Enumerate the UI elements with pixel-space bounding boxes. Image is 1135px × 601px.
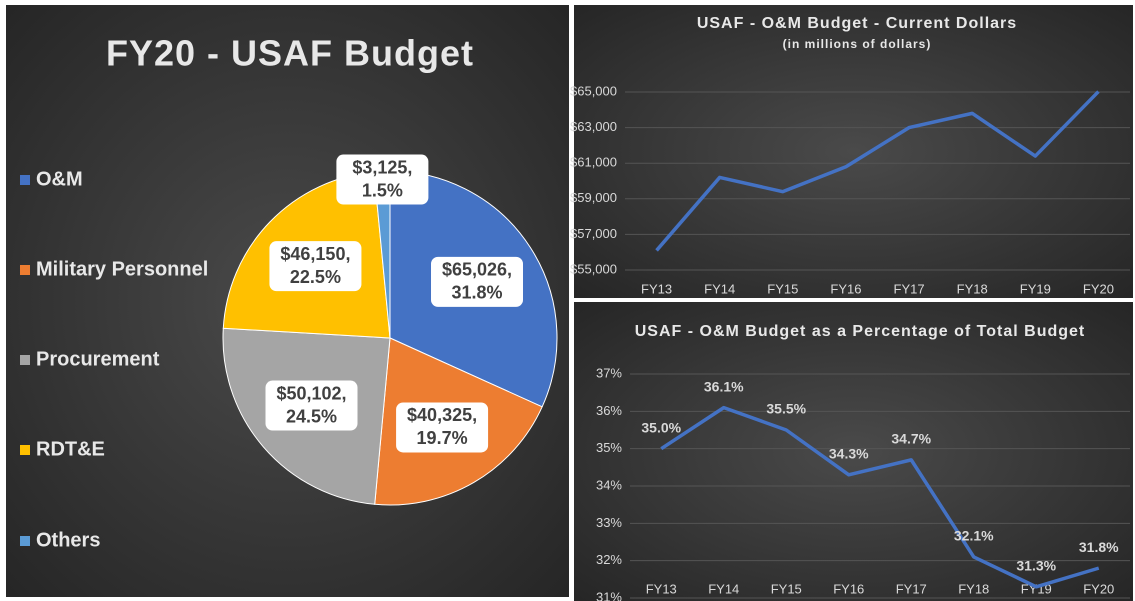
data-label: 31.3% [1016,558,1056,574]
label-box [269,241,362,292]
y-tick-label: $57,000 [570,226,617,241]
value-label: $50,102, [276,383,346,403]
data-label: 35.5% [766,401,806,417]
x-tick-label: FY13 [641,281,672,296]
x-tick-label: FY14 [704,281,735,296]
legend-swatch [20,265,30,275]
legend-label: O&M [36,168,83,190]
y-tick-label: 35% [596,440,622,455]
line-panel-bottom [574,302,1133,601]
value-label: $40,325, [407,405,477,425]
percent-label: 1.5% [362,180,403,200]
y-tick-label: 34% [596,477,622,492]
legend-swatch [20,355,30,365]
x-tick-label: FY18 [958,581,989,596]
y-tick-label: $55,000 [570,261,617,276]
y-tick-label: $65,000 [570,83,617,98]
x-tick-label: FY15 [767,281,798,296]
x-tick-label: FY20 [1083,281,1114,296]
x-tick-label: FY13 [646,581,677,596]
y-tick-label: $59,000 [570,190,617,205]
title-box: USAF - O&M Budget as a Percentage of Tot… [634,323,1086,340]
line [660,405,1100,589]
pie-title: FY20 - USAF Budget [106,33,474,74]
label-box [265,380,358,431]
legend-swatch [20,536,30,546]
line-title: USAF - O&M Budget as a Percentage of Tot… [634,323,1086,340]
x-tick-label: FY15 [771,581,802,596]
x-tick-label: FY18 [957,281,988,296]
x-tick-label: FY17 [896,581,927,596]
percent-label: 31.8% [451,283,502,303]
y-tick-label: 32% [596,552,622,567]
y-tick-label: $61,000 [570,155,617,170]
legend-label: RDT&E [36,438,105,460]
line-subtitle: (in millions of dollars) [783,37,932,51]
data-label: 34.3% [829,446,869,462]
label-box [336,154,429,205]
data-label: 36.1% [704,378,744,394]
data-label: 35.0% [641,419,681,435]
x-tick-label: FY16 [833,581,864,596]
x-tick-label: FY16 [830,281,861,296]
line-title: USAF - O&M Budget - Current Dollars [697,15,1017,32]
x-tick-label: FY19 [1020,281,1051,296]
legend-label: Military Personnel [36,258,208,280]
x-tick-label: FY14 [708,581,739,596]
y-tick-label: 37% [596,365,622,380]
legend-label: Procurement [36,348,160,370]
percent-label: 22.5% [290,267,341,287]
percent-label: 24.5% [286,406,337,426]
data-label: 34.7% [891,431,931,447]
value-label: $46,150, [280,244,350,264]
label-box [431,256,524,307]
y-tick-label: $63,000 [570,119,617,134]
data-label: 32.1% [954,528,994,544]
y-tick-label: 36% [596,403,622,418]
line [655,90,1100,252]
x-tick-label: FY17 [894,281,925,296]
x-tick-label: FY20 [1083,581,1114,596]
label-box [396,402,489,453]
percent-label: 19.7% [417,428,468,448]
legend-label: Others [36,529,100,551]
data-label: 31.8% [1079,539,1119,555]
legend-swatch [20,175,30,185]
value-label: $3,125, [352,157,412,177]
value-label: $65,026, [442,260,512,280]
y-tick-label: 31% [596,589,622,601]
legend-swatch [20,445,30,455]
y-tick-label: 33% [596,515,622,530]
